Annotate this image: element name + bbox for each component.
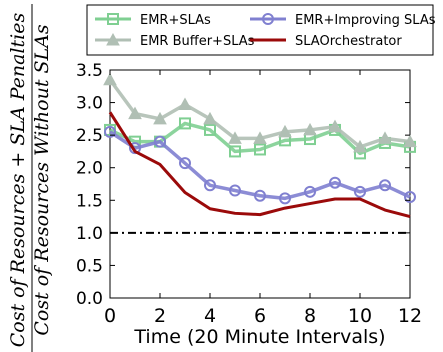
y-tick-label: 2.0 (76, 159, 103, 179)
y-tick-label: 0.0 (76, 289, 103, 309)
data-point (253, 131, 267, 144)
data-point (378, 131, 392, 144)
y-ticks: 0.0 0.5 1.0 1.5 2.0 2.5 3.0 3.5 (76, 61, 410, 309)
data-point (254, 189, 266, 202)
data-point (179, 157, 191, 170)
data-point (129, 142, 141, 155)
data-point (354, 185, 366, 198)
series-layer (103, 72, 417, 219)
legend-swatch-marker (106, 32, 120, 46)
y-axis-title-numerator: Cost of Resources + SLA Penalties (7, 12, 29, 347)
series-slaorchestrator (108, 111, 411, 219)
legend-swatch-marker (262, 13, 274, 25)
y-axis-title: Cost of Resources + SLA Penalties Cost o… (7, 4, 53, 352)
x-tick-label: 6 (254, 305, 266, 327)
x-tick-label: 8 (304, 305, 316, 327)
legend: EMR+SLAs EMR+Improving SLAs EMR Buffer+SLA… (86, 4, 436, 56)
data-point (103, 72, 117, 86)
data-point (328, 119, 342, 133)
y-tick-label: 3.5 (76, 61, 103, 81)
x-tick-label: 12 (398, 305, 422, 327)
data-point (254, 143, 266, 156)
series-line (109, 130, 411, 201)
data-point (303, 122, 317, 136)
legend-item-emr-slas: EMR+SLAs (95, 13, 211, 28)
data-point (379, 179, 391, 192)
y-tick-label: 1.5 (76, 191, 103, 211)
data-point (329, 176, 341, 189)
data-point (229, 184, 241, 197)
legend-label: SLAOrchestrator (295, 34, 402, 49)
x-ticks: 0 2 4 6 8 10 12 (104, 70, 422, 327)
data-point (229, 145, 241, 158)
x-tick-label: 2 (154, 305, 166, 327)
legend-item-emr-improving-slas: EMR+Improving SLAs (250, 13, 436, 28)
x-tick-label: 0 (104, 305, 116, 327)
x-tick-label: 10 (348, 305, 372, 327)
series-line (108, 111, 411, 219)
legend-box (86, 4, 434, 56)
data-point (128, 106, 142, 120)
data-point (204, 123, 216, 136)
legend-item-emr-buffer-slas: EMR Buffer+SLAs (95, 32, 255, 49)
data-point (204, 179, 216, 192)
series-emr-buffer-slas (103, 72, 417, 153)
data-point (353, 139, 367, 153)
y-axis-title-denominator: Cost of Resources Without SLAs (31, 24, 53, 335)
y-tick-label: 3.0 (76, 94, 103, 114)
series-emr-improving-slas (104, 125, 416, 205)
data-point (278, 124, 292, 138)
legend-label: EMR Buffer+SLAs (140, 34, 255, 49)
data-point (104, 125, 116, 138)
data-point (403, 134, 417, 148)
plot-frame (109, 69, 411, 299)
legend-label: EMR+SLAs (140, 13, 211, 28)
legend-label: EMR+Improving SLAs (295, 13, 436, 28)
data-point (179, 117, 191, 130)
data-point (404, 191, 416, 204)
data-point (304, 185, 316, 198)
data-point (228, 131, 242, 144)
y-tick-label: 0.5 (76, 256, 103, 276)
data-point (279, 192, 291, 205)
y-tick-label: 2.5 (76, 126, 103, 146)
y-tick-label: 1.0 (76, 224, 103, 244)
x-axis-title: Time (20 Minute Intervals) (133, 326, 385, 348)
data-point (153, 111, 167, 125)
data-point (203, 111, 217, 125)
legend-swatch-marker (107, 13, 119, 25)
legend-item-slaorchestrator: SLAOrchestrator (250, 34, 402, 49)
data-point (178, 97, 192, 111)
x-tick-label: 4 (204, 305, 216, 327)
legend-items: EMR+SLAs EMR+Improving SLAs EMR Buffer+SLA… (95, 13, 436, 49)
data-point (154, 135, 166, 148)
